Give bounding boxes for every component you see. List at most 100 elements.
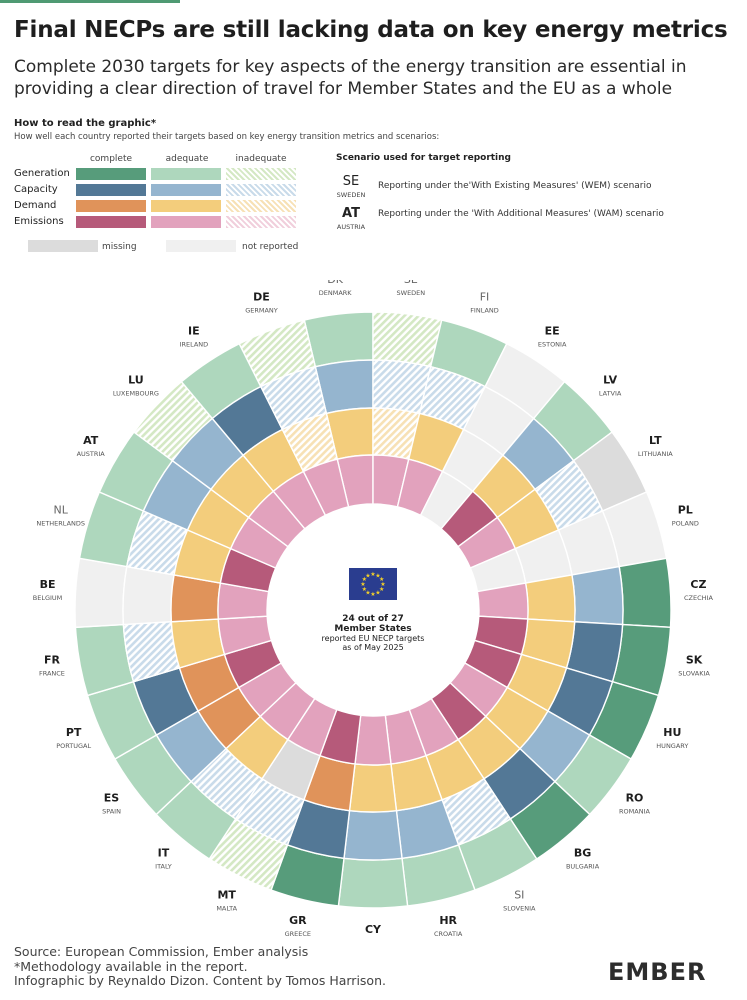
country-name-at: AUSTRIA — [77, 450, 106, 458]
segment-be-generation — [74, 557, 128, 629]
country-code-mt: MT — [217, 888, 236, 901]
country-code-it: IT — [158, 847, 170, 860]
eu-star-icon: ★ — [375, 590, 380, 597]
country-name-hr: CROATIA — [434, 930, 463, 938]
scenario-country-wam: AUSTRIA — [336, 223, 366, 231]
eu-star-icon: ★ — [380, 581, 385, 588]
segment-cy-capacity — [343, 809, 403, 861]
segment-dk-generation — [303, 311, 374, 368]
country-code-fi: FI — [480, 291, 490, 304]
country-code-cz: CZ — [690, 578, 706, 591]
segment-de-emissions — [302, 458, 350, 517]
scenario-code-wam: AT — [342, 206, 360, 221]
legend-swatch-emissions-inadequate — [226, 216, 296, 228]
country-name-dk: DENMARK — [319, 289, 353, 297]
eu-star-icon: ★ — [370, 571, 375, 578]
legend-row-generation: Generation — [14, 168, 70, 179]
country-code-gr: GR — [289, 914, 307, 927]
eu-star-icon: ★ — [370, 591, 375, 598]
eu-star-icon: ★ — [362, 586, 367, 593]
credit-note: Infographic by Reynaldo Dizon. Content b… — [14, 973, 386, 988]
eu-star-icon: ★ — [379, 586, 384, 593]
country-name-si: SLOVENIA — [503, 904, 536, 912]
legend-col-complete: complete — [89, 154, 133, 164]
country-code-nl: NL — [54, 504, 69, 517]
country-code-fr: FR — [44, 654, 61, 667]
legend-swatch-emissions-adequate — [151, 216, 221, 228]
eu-star-icon: ★ — [365, 590, 370, 597]
center-text-2: reported EU NECP targets — [322, 634, 425, 643]
country-name-lu: LUXEMBOURG — [113, 389, 159, 397]
scenario-desc-wam: Reporting under the 'With Additional Mea… — [378, 209, 664, 219]
segment-se-generation — [372, 311, 443, 368]
country-code-ee: EE — [545, 325, 560, 338]
country-code-es: ES — [104, 792, 120, 805]
country-name-ie: IRELAND — [180, 341, 209, 349]
legend-col-adequate: adequate — [165, 154, 209, 164]
legend-missing-label: missing — [102, 242, 137, 252]
country-name-mt: MALTA — [216, 904, 237, 912]
eu-flag-icon — [349, 568, 397, 600]
legend-row-demand: Demand — [14, 200, 57, 211]
how-to-heading: How to read the graphic* — [14, 118, 157, 129]
legend-swatch-demand-inadequate — [226, 200, 296, 212]
segment-cz-capacity — [571, 565, 624, 626]
eu-star-icon: ★ — [360, 581, 365, 588]
legend-swatch-capacity-complete — [76, 184, 146, 196]
center-text-0: 24 out of 27 — [342, 614, 403, 624]
legend-missing-swatch — [28, 240, 98, 252]
country-code-bg: BG — [574, 847, 591, 860]
country-code-pt: PT — [66, 726, 82, 739]
center-text-1: Member States — [334, 624, 411, 634]
legend-swatch-capacity-inadequate — [226, 184, 296, 196]
methodology-note: *Methodology available in the report. — [14, 959, 248, 974]
legend-not-reported-swatch — [166, 240, 236, 252]
eu-star-icon: ★ — [365, 572, 370, 579]
accent-bar — [0, 0, 180, 3]
scenario-code-wem: SE — [342, 174, 360, 189]
country-name-lt: LITHUANIA — [638, 450, 673, 458]
country-code-si: SI — [514, 888, 524, 901]
eu-star-icon: ★ — [379, 576, 384, 583]
page-title: Final NECPs are still lacking data on ke… — [14, 17, 728, 43]
eu-star-icon: ★ — [362, 576, 367, 583]
how-to-subheading: How well each country reported their tar… — [14, 132, 440, 142]
country-name-lv: LATVIA — [599, 389, 622, 397]
country-code-sk: SK — [686, 654, 703, 667]
legend-swatch-generation-adequate — [151, 168, 221, 180]
country-code-ie: IE — [188, 325, 200, 338]
country-name-se: SWEDEN — [397, 289, 426, 297]
country-code-se: SE — [404, 280, 418, 286]
country-code-lv: LV — [603, 373, 617, 386]
page-subtitle: Complete 2030 targets for key aspects of… — [14, 57, 687, 99]
country-name-fr: FRANCE — [39, 670, 65, 678]
country-code-at: AT — [83, 434, 99, 447]
country-code-lt: LT — [649, 434, 662, 447]
segment-be-capacity — [122, 565, 175, 626]
radial-chart: DK DENMARK SE SWEDEN FI FINLAND EE ESTONIA LV LAT… — [33, 280, 714, 940]
source-note: Source: European Commission, Ember analy… — [14, 944, 309, 959]
country-name-be: BELGIUM — [33, 594, 63, 602]
country-name-hu: HUNGARY — [656, 742, 688, 750]
segment-cy-demand — [348, 763, 398, 813]
scenario-heading: Scenario used for target reporting — [336, 153, 511, 163]
country-name-cy: CYPRUS — [360, 939, 386, 940]
center-text-3: as of May 2025 — [342, 643, 403, 652]
country-code-be: BE — [40, 578, 56, 591]
country-code-de: DE — [253, 291, 270, 304]
legend-swatch-demand-adequate — [151, 200, 221, 212]
country-name-bg: BULGARIA — [566, 863, 600, 871]
legend-swatch-demand-complete — [76, 200, 146, 212]
country-code-pl: PL — [678, 504, 693, 517]
eu-star-icon: ★ — [375, 572, 380, 579]
country-name-nl: NETHERLANDS — [36, 520, 85, 528]
country-name-de: GERMANY — [245, 307, 278, 315]
country-name-pl: POLAND — [672, 520, 699, 528]
legend-row-capacity: Capacity — [14, 184, 58, 195]
ember-logo: EMBER — [608, 958, 707, 986]
country-code-lu: LU — [128, 373, 144, 386]
legend-col-inadequate: inadequate — [235, 154, 287, 164]
legend-swatch-generation-inadequate — [226, 168, 296, 180]
country-code-hu: HU — [663, 726, 681, 739]
legend-swatch-generation-complete — [76, 168, 146, 180]
